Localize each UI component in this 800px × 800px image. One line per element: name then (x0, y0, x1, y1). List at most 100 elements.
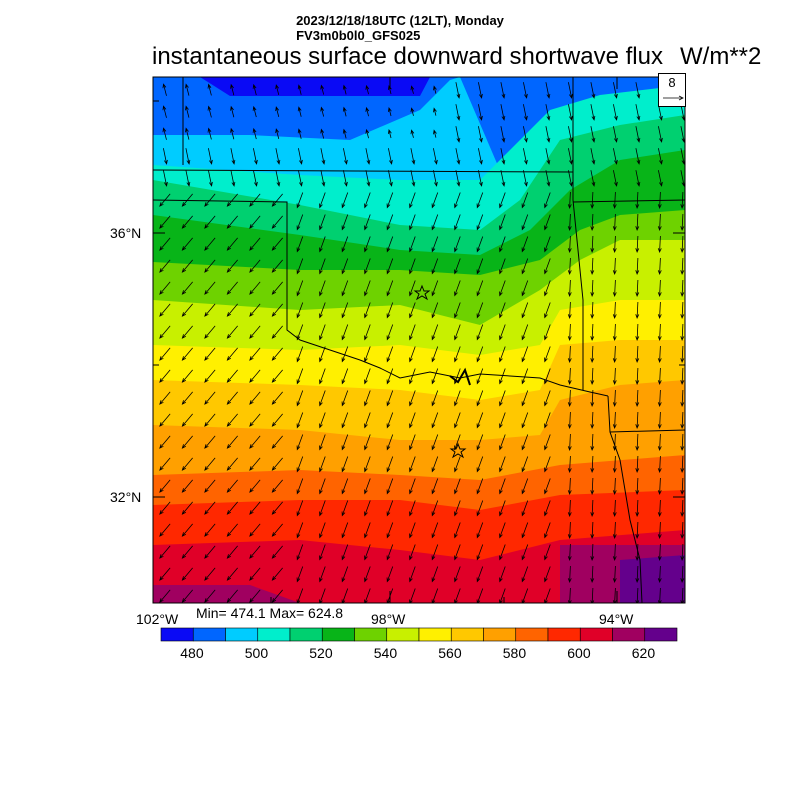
wind-arrow (499, 434, 506, 451)
wind-arrow (319, 412, 326, 429)
wind-arrow (478, 126, 483, 143)
wind-arrow (680, 301, 685, 320)
wind-arrow (521, 214, 529, 231)
wind-arrow (567, 477, 572, 496)
wind-arrow (364, 544, 371, 561)
wind-arrow (521, 478, 529, 495)
lat-label-36n: 36°N (110, 225, 142, 241)
wind-arrow (386, 566, 394, 583)
wind-arrow (271, 347, 283, 361)
wind-arrow (657, 345, 662, 364)
wind-arrow (320, 148, 326, 165)
wind-arrow (364, 368, 371, 385)
wind-arrow (319, 434, 326, 451)
wind-arrow (612, 367, 617, 386)
wind-arrow (521, 434, 529, 451)
state-borders (153, 77, 685, 603)
wind-arrow (271, 435, 283, 449)
wind-arrow (431, 478, 439, 495)
wind-arrow (567, 213, 572, 232)
wind-arrow (544, 302, 551, 319)
wind-arrow (204, 457, 216, 471)
reference-vector-label: 8 (668, 75, 676, 90)
wind-arrow (181, 457, 193, 471)
colorbar-swatch (547, 627, 581, 642)
wind-arrow (590, 499, 595, 518)
wind-arrow (476, 214, 484, 231)
wind-arrow (275, 148, 281, 165)
wind-arrow (297, 128, 302, 139)
wind-arrow (499, 258, 506, 275)
wind-arrow (226, 567, 238, 581)
wind-arrow (341, 544, 349, 561)
wind-arrow (409, 390, 416, 407)
wind-arrow (499, 214, 506, 231)
wind-arrow (521, 500, 529, 517)
axis-ticks (153, 77, 685, 603)
wind-arrow (635, 543, 640, 562)
wind-arrow (454, 346, 461, 363)
wind-arrow (159, 303, 171, 317)
wind-arrow (455, 104, 461, 121)
wind-arrow (159, 369, 171, 383)
wind-arrow (296, 346, 304, 363)
wind-arrow (635, 148, 641, 165)
wind-arrow (271, 325, 283, 339)
wind-arrow (454, 522, 461, 539)
wind-arrow (181, 215, 193, 229)
colorbar-swatch (418, 627, 452, 642)
wind-arrow (342, 84, 347, 95)
wind-arrow (476, 588, 484, 603)
wind-arrow (207, 127, 212, 140)
model-label: FV3m0b0l0_GFS025 (296, 28, 421, 43)
wind-arrow (364, 566, 371, 583)
wind-arrow (387, 107, 392, 117)
wind-arrow (185, 148, 191, 165)
colorbar-label: 480 (180, 645, 204, 661)
wind-arrow (342, 128, 347, 139)
wind-arrow (544, 346, 551, 363)
wind-arrow (204, 281, 216, 295)
wind-arrow (249, 457, 261, 471)
wind-arrow (386, 478, 394, 495)
colorbar-swatch (579, 627, 613, 642)
wind-arrow (454, 390, 461, 407)
wind-arrow (521, 368, 529, 385)
wind-arrow (499, 566, 506, 583)
wind-arrow (226, 523, 238, 537)
wind-arrow (181, 413, 193, 427)
wind-arrow (500, 170, 506, 187)
wind-arrow (204, 523, 216, 537)
wind-arrow (226, 545, 238, 559)
wind-arrow (410, 148, 416, 165)
wind-arrow (249, 523, 261, 537)
wind-arrow (521, 456, 529, 473)
wind-arrow (657, 235, 662, 254)
wind-arrow (590, 148, 596, 165)
wind-arrow (521, 258, 529, 275)
wind-arrow (433, 85, 437, 94)
wind-arrow (476, 390, 484, 407)
wind-arrow (612, 521, 617, 540)
wind-arrow (680, 455, 685, 474)
wind-arrow (319, 258, 326, 275)
wind-arrow (635, 477, 640, 496)
wind-arrow (386, 258, 394, 275)
wind-arrow (159, 391, 171, 405)
wind-arrow (319, 478, 326, 495)
wind-arrow (208, 170, 213, 187)
wind-arrow (680, 477, 685, 496)
wind-arrow (271, 501, 283, 515)
wind-arrow (476, 544, 484, 561)
wind-arrow (386, 390, 394, 407)
wind-arrow (635, 455, 640, 474)
wind-arrow (249, 281, 261, 295)
wind-arrow (431, 324, 439, 341)
wind-arrow (249, 369, 261, 383)
units-label: W/m**2 (680, 43, 762, 70)
wind-arrow (341, 302, 349, 319)
wind-arrow (386, 192, 394, 209)
wind-arrow (253, 170, 258, 187)
wind-arrow (433, 129, 437, 138)
wind-arrow (204, 501, 216, 515)
